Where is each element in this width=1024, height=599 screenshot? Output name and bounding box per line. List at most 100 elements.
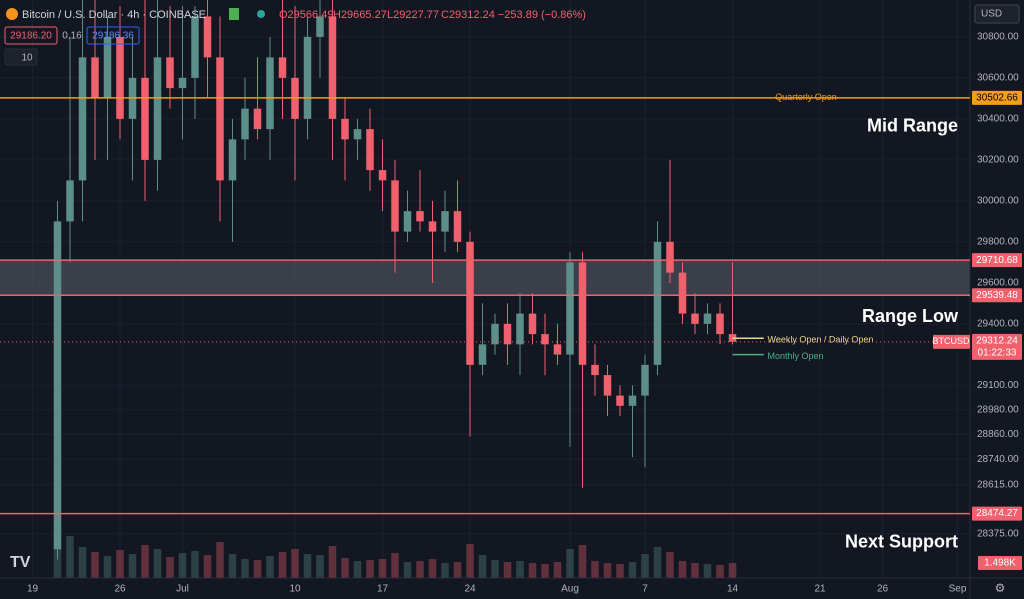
spread: 0.16 <box>62 31 82 42</box>
bid: 29186.20 <box>10 31 52 42</box>
ohlc-high: H29665.27 <box>333 9 387 21</box>
volume-bar <box>303 554 312 578</box>
volume-bar <box>591 561 599 578</box>
candle-body <box>403 211 412 232</box>
y-tick-label: 30800.00 <box>977 32 1019 43</box>
volume-bar <box>366 560 374 578</box>
x-tick-label: 24 <box>464 584 476 595</box>
annotation: Mid Range <box>867 116 958 136</box>
candle-body <box>441 211 449 232</box>
ask: 29186.36 <box>92 31 134 42</box>
candle-body <box>366 129 374 171</box>
buy-box[interactable] <box>86 26 140 45</box>
indicator-toggle[interactable] <box>4 48 38 66</box>
y-tick-label: 28375.00 <box>977 529 1019 540</box>
ohlc-open: O29566.49 <box>279 9 333 21</box>
volume-bar <box>691 563 699 578</box>
symbol-tag <box>933 334 970 349</box>
volume-bar <box>291 549 299 578</box>
candle-body <box>141 77 149 160</box>
price-tag-label: 28474.27 <box>976 508 1018 519</box>
candle-body <box>266 57 274 130</box>
volume-bar <box>678 561 687 578</box>
volume-bar <box>216 542 224 578</box>
y-tick-label: 29800.00 <box>977 236 1019 247</box>
price-tag <box>972 506 1022 521</box>
volume-bar <box>453 562 462 578</box>
market-flag <box>229 8 239 20</box>
countdown: 01:22:33 <box>978 347 1017 358</box>
volume-bar <box>516 561 524 578</box>
level-label: Monthly Open <box>768 351 824 361</box>
volume-bar <box>703 564 712 578</box>
volume-bar <box>116 550 124 578</box>
y-tick-label: 30600.00 <box>977 73 1019 84</box>
candle-body <box>566 262 574 355</box>
x-tick-label: 17 <box>377 584 389 595</box>
x-tick-label: 26 <box>114 584 126 595</box>
price-tag-label: 30502.66 <box>976 92 1018 103</box>
volume-bar <box>603 563 612 578</box>
level-label: Quarterly Open <box>775 92 837 102</box>
candle-body <box>103 36 112 99</box>
symbol: Bitcoin / U.S. Dollar · 4h · COINBASE <box>22 9 206 21</box>
candle-body <box>466 241 474 365</box>
settings-icon[interactable]: ⚙ <box>995 581 1006 595</box>
volume-bar <box>666 552 674 578</box>
price-tag <box>972 288 1022 303</box>
candle-body <box>391 180 399 232</box>
x-tick-label: Jul <box>176 584 189 595</box>
price-tag-label: 29710.68 <box>976 255 1018 266</box>
range-zone <box>0 260 970 296</box>
candle-body <box>166 57 174 89</box>
volume-bar <box>441 563 449 578</box>
volume-bar <box>266 556 274 578</box>
y-tick-label: 30000.00 <box>977 196 1019 207</box>
volume-bar <box>391 553 399 578</box>
volume-bar <box>566 549 574 578</box>
price-tag-label: 29539.48 <box>976 290 1018 301</box>
price-tag <box>972 90 1022 105</box>
x-tick-label: 19 <box>27 584 39 595</box>
volume-bar <box>328 546 337 578</box>
volume-bar <box>541 564 549 578</box>
volume-tag <box>978 556 1022 570</box>
y-tick-label: 29400.00 <box>977 318 1019 329</box>
y-tick-label: 28740.00 <box>977 454 1019 465</box>
sell-box[interactable] <box>4 26 58 45</box>
annotation: Range Low <box>862 306 959 326</box>
last-price-tag <box>972 333 1022 360</box>
candle-body <box>378 170 387 181</box>
x-tick-label: Sep <box>949 584 967 595</box>
candle-body <box>316 16 324 37</box>
candle-body <box>641 364 649 396</box>
volume-bar <box>241 559 249 578</box>
candle-body <box>578 262 587 365</box>
candle-body <box>678 272 687 314</box>
candle-body <box>591 364 599 376</box>
volume-bar <box>528 563 537 578</box>
volume-bar <box>353 561 362 578</box>
currency: USD <box>981 9 1002 20</box>
candle-body <box>628 395 637 406</box>
volume-bar <box>228 554 237 578</box>
plot-area <box>0 0 970 578</box>
candle-body <box>66 180 74 222</box>
volume-bar <box>178 553 187 578</box>
currency-select[interactable] <box>974 4 1020 24</box>
x-tick-label: Aug <box>561 584 579 595</box>
candle-body <box>53 221 62 550</box>
last-price-label: 29312.24 <box>976 335 1018 346</box>
volume-bar <box>341 558 349 578</box>
volume-bar <box>378 559 387 578</box>
candle-body <box>91 57 99 99</box>
candle-body <box>78 57 87 181</box>
y-tick-label: 29100.00 <box>977 380 1019 391</box>
y-tick-label: 28860.00 <box>977 429 1019 440</box>
candle-body <box>603 375 612 396</box>
volume-bar <box>628 562 637 578</box>
volume-bar <box>278 552 287 578</box>
status-dot <box>257 10 265 18</box>
volume-bar <box>728 563 737 578</box>
